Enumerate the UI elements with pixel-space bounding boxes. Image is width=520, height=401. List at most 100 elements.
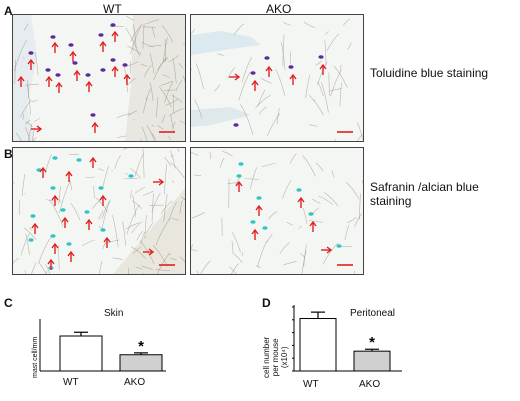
arrow-head bbox=[111, 65, 119, 72]
tissue-fiber bbox=[157, 252, 171, 274]
tissue-fiber bbox=[330, 70, 342, 97]
tissue-fiber bbox=[132, 200, 143, 210]
arrow-head bbox=[51, 242, 59, 249]
tissue-fiber bbox=[315, 162, 324, 172]
tissue-fiber bbox=[222, 150, 233, 157]
tissue-fiber bbox=[227, 182, 239, 184]
tissue-fiber bbox=[357, 122, 363, 141]
tissue-fiber bbox=[289, 153, 297, 164]
arrow-head bbox=[251, 79, 259, 86]
arrow-head bbox=[45, 75, 53, 82]
arrow-head bbox=[251, 228, 259, 235]
tissue-fiber bbox=[33, 137, 37, 141]
tissue-fiber bbox=[200, 260, 211, 274]
tissue-fiber bbox=[130, 167, 141, 179]
tissue-fiber bbox=[231, 232, 241, 253]
tissue-fiber bbox=[255, 95, 271, 109]
chart-c-title: Skin bbox=[104, 308, 124, 319]
tissue-fiber bbox=[195, 63, 204, 90]
tissue-fiber bbox=[146, 125, 156, 141]
tissue-fiber bbox=[25, 121, 33, 128]
tissue-fiber bbox=[151, 27, 156, 38]
arrow-head bbox=[319, 63, 327, 70]
tissue-fiber bbox=[179, 200, 183, 215]
tissue-fiber bbox=[85, 176, 95, 179]
stained-cell bbox=[98, 186, 104, 190]
tissue-fiber bbox=[267, 113, 281, 137]
tissue-fiber bbox=[140, 63, 148, 67]
arrow-head bbox=[158, 178, 165, 186]
stained-cell bbox=[110, 23, 116, 27]
tissue-fiber bbox=[136, 230, 143, 241]
arrow-head bbox=[73, 69, 81, 76]
arrow-head bbox=[31, 222, 39, 229]
tissue-fiber bbox=[126, 61, 139, 67]
column-title-wt: WT bbox=[103, 2, 122, 16]
stained-cell bbox=[68, 43, 74, 47]
tissue-fiber bbox=[171, 217, 180, 221]
chart-c-significance-star: * bbox=[138, 338, 144, 355]
arrow-head bbox=[67, 250, 75, 257]
tissue-fiber bbox=[145, 96, 148, 101]
tissue-fiber bbox=[209, 151, 211, 159]
tissue-fiber bbox=[111, 170, 113, 172]
tissue-fiber bbox=[182, 75, 185, 83]
stained-cell bbox=[236, 174, 242, 178]
tissue-fiber bbox=[326, 33, 340, 51]
tissue-fiber bbox=[24, 193, 26, 195]
stained-cell bbox=[28, 51, 34, 55]
tissue-fiber bbox=[318, 195, 334, 205]
tissue-fiber bbox=[141, 265, 153, 270]
tissue-fiber bbox=[159, 86, 172, 108]
arrow-head bbox=[99, 40, 107, 47]
tissue-fiber bbox=[13, 257, 19, 264]
tissue-fiber bbox=[127, 110, 138, 117]
arrow-head bbox=[55, 81, 63, 88]
tissue-fiber bbox=[101, 200, 111, 232]
tissue-fiber bbox=[347, 42, 352, 50]
arrow-head bbox=[297, 196, 305, 203]
tissue-fiber bbox=[131, 246, 146, 259]
stained-cell bbox=[296, 188, 302, 192]
tissue-fiber bbox=[133, 119, 135, 121]
stained-cell bbox=[76, 158, 82, 162]
chart-c-xtick-wt: WT bbox=[63, 377, 79, 388]
tissue-fiber bbox=[45, 264, 51, 274]
tissue-region bbox=[113, 188, 185, 274]
tissue-fiber bbox=[283, 261, 297, 266]
tissue-fiber bbox=[116, 113, 131, 119]
arrow-head bbox=[39, 166, 47, 173]
tissue-fiber bbox=[345, 181, 360, 200]
tissue-fiber bbox=[58, 186, 61, 205]
tissue-fiber bbox=[131, 221, 143, 234]
tissue-fiber bbox=[250, 167, 257, 189]
tissue-fiber bbox=[170, 114, 174, 134]
tissue-fiber bbox=[28, 123, 33, 141]
tissue-fiber bbox=[130, 26, 142, 55]
tissue-fiber bbox=[301, 250, 307, 274]
tissue-fiber bbox=[196, 270, 199, 274]
tissue-fiber bbox=[331, 170, 335, 178]
micrograph-b-wt bbox=[12, 147, 186, 275]
stained-cell bbox=[66, 242, 72, 246]
tissue-fiber bbox=[168, 55, 179, 63]
tissue-fiber bbox=[169, 108, 184, 116]
tissue-fiber bbox=[33, 117, 41, 122]
tissue-fiber bbox=[157, 124, 164, 130]
tissue-region bbox=[13, 15, 37, 141]
tissue-fiber bbox=[302, 155, 316, 177]
chart-d-ylabel-line-1: cell number bbox=[262, 336, 271, 378]
tissue-fiber bbox=[142, 88, 151, 114]
chart-d-peritoneal: * bbox=[292, 305, 402, 372]
tissue-fiber bbox=[127, 45, 142, 55]
tissue-fiber bbox=[279, 242, 290, 254]
stained-cell bbox=[90, 113, 96, 117]
tissue-fiber bbox=[303, 21, 316, 29]
tissue-fiber bbox=[24, 119, 31, 125]
tissue-fiber bbox=[31, 99, 38, 103]
row-title-safranin: Safranin /alcian blue staining bbox=[370, 180, 479, 208]
tissue-fiber bbox=[275, 68, 286, 96]
tissue-fiber bbox=[141, 41, 154, 48]
tissue-fiber bbox=[114, 154, 121, 169]
tissue-fiber bbox=[151, 193, 154, 222]
